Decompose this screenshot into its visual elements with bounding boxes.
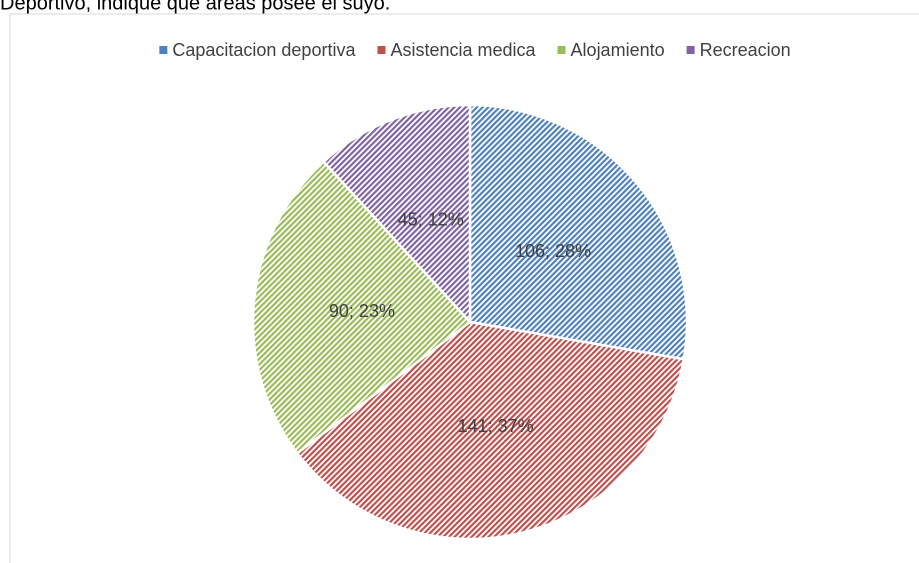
legend-swatch <box>377 46 386 54</box>
legend-label: Alojamiento <box>571 40 665 60</box>
legend-label: Asistencia medica <box>390 40 536 60</box>
legend-label: Capacitacion deportiva <box>172 40 356 60</box>
legend-swatch <box>686 46 695 54</box>
pie-slice <box>468 103 689 361</box>
legend-swatch <box>159 46 168 54</box>
data-label: 141; 37% <box>458 416 534 436</box>
data-label: 90; 23% <box>329 301 395 321</box>
data-label: 106; 28% <box>515 241 591 261</box>
chart-title: Deportivo, indique que áreas posee el su… <box>0 0 390 14</box>
pie-slice <box>321 103 472 326</box>
legend: Capacitacion deportiva Asistencia medica A… <box>159 40 791 60</box>
pie-slice <box>295 320 686 541</box>
legend-label: Recreacion <box>700 40 791 60</box>
legend-swatch <box>557 46 566 54</box>
pie-slice <box>251 160 472 456</box>
data-label: 45; 12% <box>398 210 464 230</box>
